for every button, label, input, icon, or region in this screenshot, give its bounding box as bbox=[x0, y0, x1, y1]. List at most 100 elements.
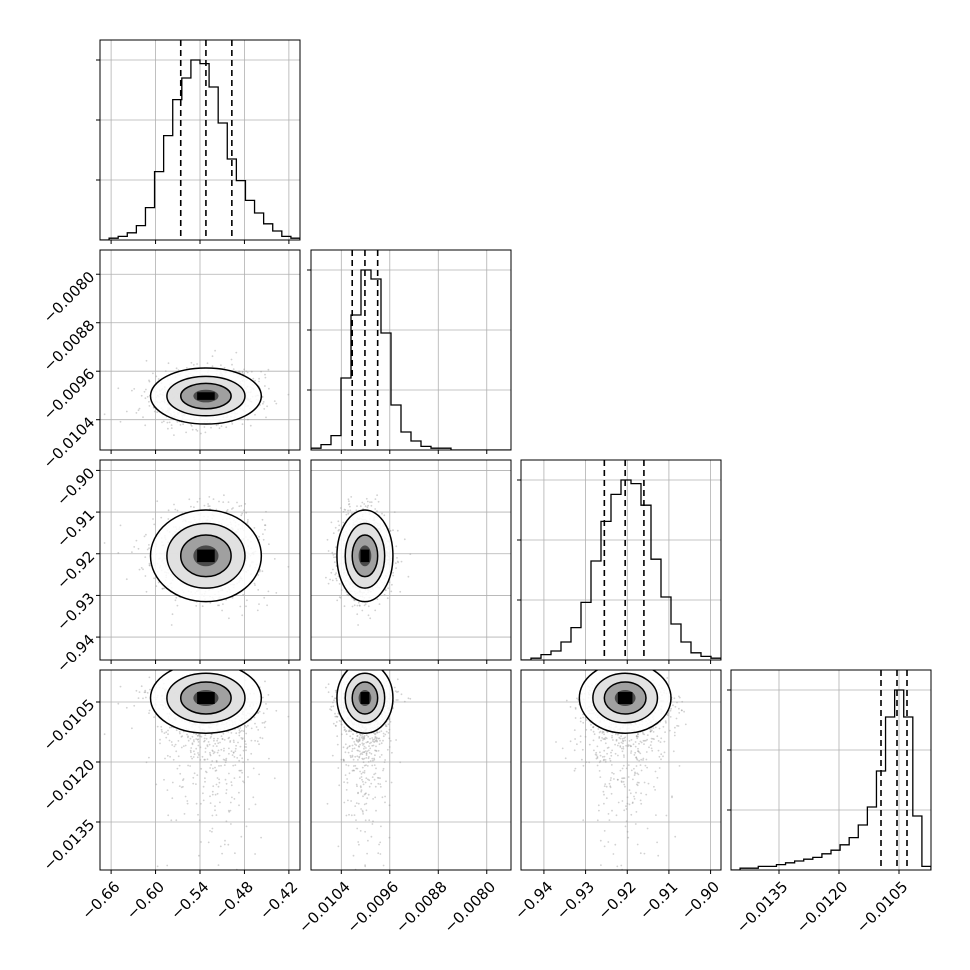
sample-point bbox=[266, 604, 268, 607]
sample-point bbox=[216, 792, 219, 795]
sample-point bbox=[218, 427, 221, 430]
sample-point bbox=[211, 965, 213, 967]
sample-point bbox=[213, 751, 216, 754]
sample-point bbox=[287, 393, 290, 396]
sample-point bbox=[190, 423, 192, 426]
sample-point bbox=[247, 418, 249, 421]
scatter-panel-0-3: −0.0105−0.0120−0.0135−0.66 −0.60 −0.54 −0.4… bbox=[40, 669, 301, 967]
sample-point bbox=[207, 741, 210, 743]
sample-point bbox=[173, 434, 175, 436]
sample-point bbox=[334, 526, 337, 529]
hist-panel-1 bbox=[307, 249, 512, 454]
sample-point bbox=[386, 597, 389, 600]
sample-point bbox=[143, 535, 146, 538]
sample-point bbox=[347, 594, 350, 597]
sample-point bbox=[235, 351, 238, 354]
sample-point bbox=[231, 597, 234, 599]
sample-point bbox=[210, 733, 213, 736]
sample-point bbox=[135, 539, 138, 542]
sample-point bbox=[255, 726, 258, 728]
sample-point bbox=[232, 751, 235, 754]
sample-point bbox=[173, 745, 176, 748]
sample-point bbox=[253, 527, 256, 529]
sample-point bbox=[332, 568, 334, 571]
sample-point bbox=[261, 737, 264, 740]
sample-point bbox=[233, 777, 236, 779]
sample-point bbox=[264, 385, 266, 387]
sample-point bbox=[168, 421, 171, 424]
sample-point bbox=[240, 514, 243, 517]
sample-point bbox=[193, 750, 195, 753]
sample-point bbox=[236, 501, 238, 504]
sample-point bbox=[267, 590, 270, 593]
sample-point bbox=[370, 501, 373, 503]
sample-point bbox=[195, 605, 198, 607]
sample-point bbox=[254, 739, 256, 742]
sample-point bbox=[230, 732, 233, 734]
sample-point bbox=[211, 793, 214, 796]
sample-point bbox=[228, 617, 230, 620]
sample-point bbox=[264, 726, 266, 729]
sample-point bbox=[265, 416, 267, 419]
sample-point bbox=[215, 761, 218, 763]
sample-point bbox=[190, 755, 193, 758]
sample-point bbox=[170, 624, 173, 626]
sample-point bbox=[242, 509, 245, 512]
sample-point bbox=[145, 388, 147, 391]
sample-point bbox=[201, 605, 204, 608]
sample-point bbox=[190, 747, 193, 749]
sample-point bbox=[268, 387, 270, 390]
sample-point bbox=[234, 764, 237, 766]
sample-point bbox=[395, 567, 397, 569]
sample-point bbox=[196, 735, 199, 737]
sample-point bbox=[241, 614, 244, 617]
sample-point bbox=[261, 570, 264, 573]
sample-point bbox=[342, 521, 345, 524]
sample-point bbox=[385, 589, 387, 592]
sample-point bbox=[159, 742, 161, 745]
sample-point bbox=[268, 757, 270, 760]
sample-point bbox=[387, 587, 390, 590]
sample-point bbox=[198, 497, 201, 500]
sample-point bbox=[196, 738, 199, 741]
sample-point bbox=[287, 715, 290, 718]
sample-point bbox=[216, 739, 219, 742]
sample-point bbox=[230, 823, 232, 825]
sample-point bbox=[330, 521, 333, 524]
sample-point bbox=[242, 593, 245, 596]
sample-point bbox=[393, 511, 396, 513]
y-tick-label: −0.92 bbox=[53, 547, 98, 592]
sample-point bbox=[144, 397, 147, 400]
sample-point bbox=[347, 509, 349, 512]
histogram-step bbox=[100, 59, 300, 240]
sample-point bbox=[349, 505, 351, 508]
sample-point bbox=[178, 731, 181, 733]
sample-point bbox=[343, 508, 346, 511]
sample-point bbox=[233, 798, 236, 800]
scatter-panel-0-2: −0.90−0.91−0.92−0.93−0.94 bbox=[53, 459, 301, 676]
sample-point bbox=[208, 496, 211, 498]
sample-point bbox=[397, 561, 400, 564]
sample-point bbox=[239, 605, 242, 608]
sample-point bbox=[377, 500, 380, 503]
sample-point bbox=[367, 504, 369, 507]
sample-point bbox=[275, 709, 278, 712]
sample-point bbox=[209, 754, 212, 757]
sample-point bbox=[166, 421, 169, 424]
panel-frame bbox=[310, 459, 512, 661]
sample-point bbox=[215, 424, 218, 427]
sample-point bbox=[287, 565, 290, 568]
sample-point bbox=[339, 507, 342, 509]
sample-point bbox=[203, 426, 206, 428]
sample-point bbox=[232, 507, 234, 509]
sample-point bbox=[244, 740, 247, 743]
sample-point bbox=[334, 556, 337, 558]
sample-point bbox=[186, 800, 189, 802]
sample-point bbox=[245, 732, 248, 735]
sample-point bbox=[191, 428, 194, 431]
sample-point bbox=[335, 577, 338, 580]
sample-point bbox=[396, 560, 399, 563]
panel-frame bbox=[99, 249, 301, 451]
sample-point bbox=[153, 523, 156, 526]
sample-point bbox=[358, 605, 361, 607]
